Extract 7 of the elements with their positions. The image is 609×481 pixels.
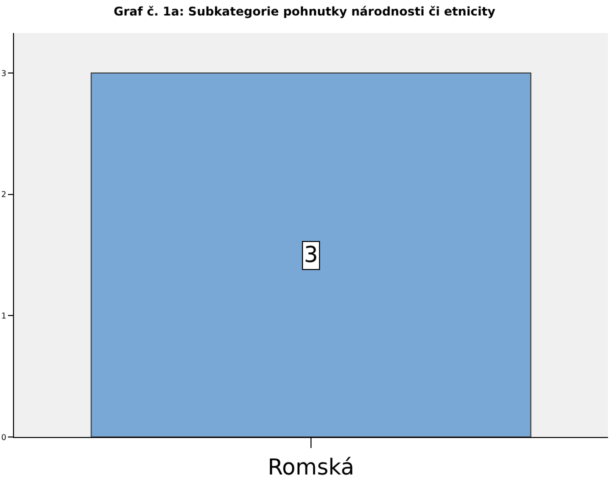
chart-title: Graf č. 1a: Subkategorie pohnutky národnosti či etnicity bbox=[114, 4, 496, 19]
x-tick-label: Romská bbox=[268, 455, 354, 480]
data-label: 3 bbox=[304, 243, 318, 268]
y-tick-label: 3 bbox=[1, 68, 6, 78]
y-tick-label: 0 bbox=[1, 432, 6, 442]
y-tick-label: 2 bbox=[1, 190, 6, 200]
y-tick-label: 1 bbox=[1, 311, 6, 320]
